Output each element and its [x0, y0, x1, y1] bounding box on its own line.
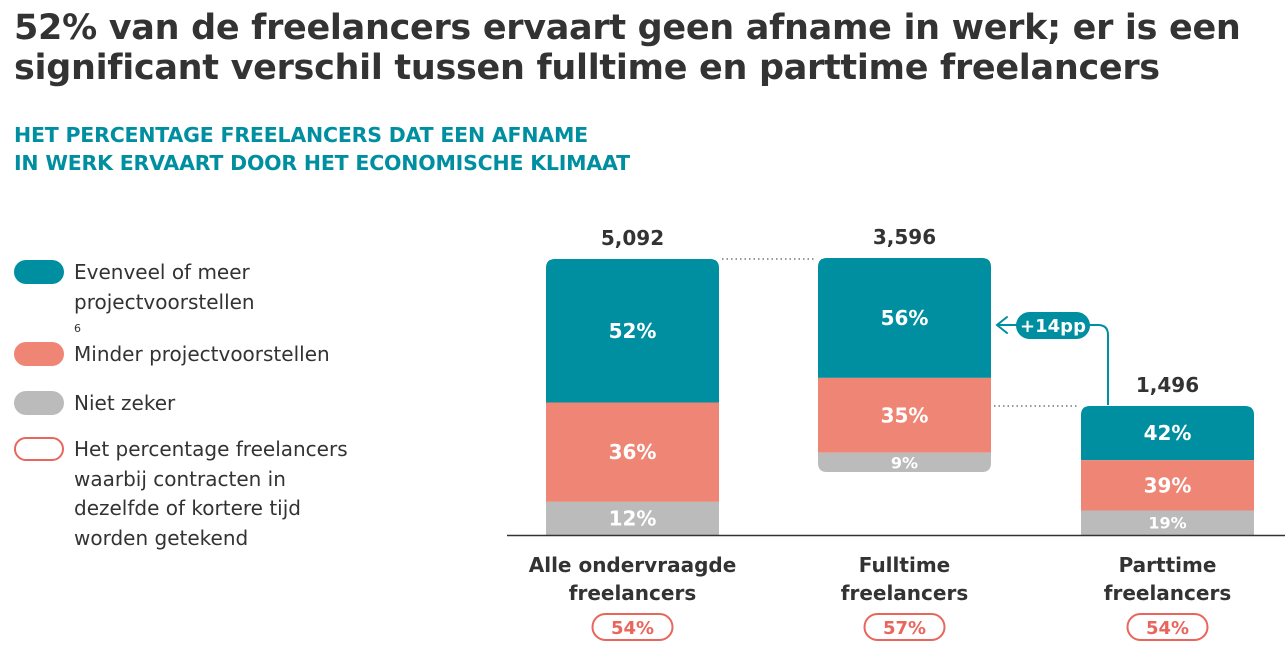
data-label: 52% — [609, 319, 657, 343]
legend-label-text: projectvoorstellen — [74, 289, 255, 314]
data-label: 12% — [609, 506, 657, 530]
legend-label-line: Minder projectvoorstellen — [74, 342, 330, 366]
annotation-arrow-line — [997, 324, 1109, 405]
chart-subtitle: HET PERCENTAGE FREELANCERS DAT EEN AFNAM… — [14, 121, 814, 178]
annotation-label: +14pp — [1020, 316, 1086, 337]
annotation-arrow-head — [995, 316, 1008, 334]
chart-title: 52% van de freelancers ervaart geen afna… — [14, 8, 1274, 89]
chart-subtitle-line-2: IN WERK ERVAART DOOR HET ECONOMISCHE KLI… — [14, 151, 630, 176]
chart-title-line-2: significant verschil tussen fulltime en … — [14, 48, 1160, 89]
legend-swatch-grey — [14, 391, 64, 415]
category-label: Parttime — [1119, 553, 1217, 577]
legend-label-niet-zeker: Niet zeker — [74, 389, 434, 419]
bar-segment-alle-evenveel — [546, 259, 719, 403]
category-label: Fulltime — [859, 553, 950, 577]
legend-label-minder: Minder projectvoorstellen — [74, 340, 434, 370]
chart-subtitle-line-1: HET PERCENTAGE FREELANCERS DAT EEN AFNAM… — [14, 123, 588, 147]
category-label: Alle ondervraagde — [529, 553, 737, 577]
category-label: freelancers — [841, 581, 968, 605]
bar-segment-parttime-minder — [1081, 460, 1254, 511]
legend-label-line: projectvoorstellen 6 — [74, 288, 434, 347]
category-label: freelancers — [1104, 581, 1231, 605]
data-label: 56% — [881, 306, 929, 330]
bar-segment-alle-minder — [546, 402, 719, 502]
sample-size-label: 3,596 — [873, 225, 936, 249]
legend-label-line: Het percentage freelancers — [74, 437, 348, 461]
contract-pill — [591, 613, 674, 641]
chart-title-line-1: 52% van de freelancers ervaart geen afna… — [14, 8, 1241, 48]
contract-pill-label: 57% — [883, 618, 926, 639]
contract-pill-label: 54% — [1146, 618, 1189, 639]
contract-pill — [863, 613, 946, 641]
annotation-pill — [1016, 312, 1090, 339]
legend-label-contracten: Het percentage freelancers waarbij contr… — [74, 435, 434, 553]
legend-swatch-salmon — [14, 342, 64, 366]
category-label: freelancers — [569, 581, 696, 605]
legend-label-line: worden getekend — [74, 525, 249, 550]
footnote-marker: 6 — [74, 322, 81, 336]
data-label: 39% — [1144, 473, 1192, 497]
contract-pill — [1126, 613, 1209, 641]
data-label: 42% — [1144, 421, 1192, 445]
contract-pill-label: 54% — [611, 618, 654, 639]
legend-label-line: dezelfde of kortere tijd — [74, 496, 301, 521]
legend-label-line: Evenveel of meer — [74, 260, 250, 284]
bar-segment-fulltime-evenveel — [818, 258, 991, 378]
bar-segment-parttime-evenveel — [1081, 406, 1254, 461]
bar-segment-fulltime-niet-zeker — [818, 452, 991, 472]
legend-label-evenveel: Evenveel of meer projectvoorstellen 6 — [74, 258, 434, 347]
legend-swatch-teal — [14, 260, 64, 284]
data-label: 9% — [891, 453, 918, 472]
bar-segment-alle-niet-zeker — [546, 501, 719, 535]
data-label: 36% — [609, 440, 657, 464]
data-label: 35% — [881, 403, 929, 427]
legend-swatch-outline — [14, 437, 64, 461]
sample-size-label: 1,496 — [1136, 373, 1199, 397]
bar-segment-parttime-niet-zeker — [1081, 510, 1254, 535]
data-label: 19% — [1148, 514, 1186, 533]
bar-segment-fulltime-minder — [818, 377, 991, 453]
legend-label-line: Niet zeker — [74, 391, 176, 415]
sample-size-label: 5,092 — [601, 226, 664, 250]
legend-label-line: waarbij contracten in — [74, 466, 286, 491]
